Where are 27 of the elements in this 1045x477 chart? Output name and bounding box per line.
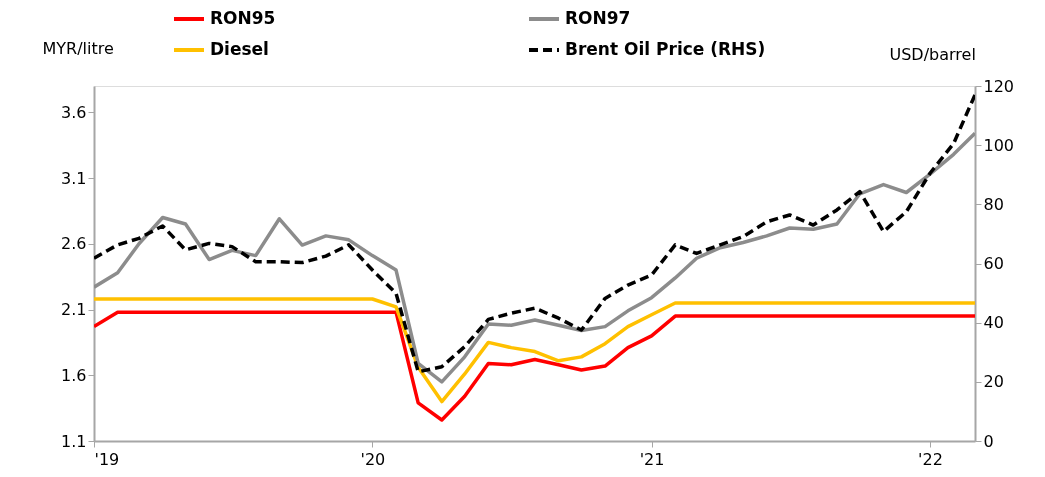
y2-tick-label: 100 <box>983 135 1015 155</box>
y-axis-title: MYR/litre <box>42 38 114 58</box>
y-tick-label: 1.1 <box>61 431 87 451</box>
line-series <box>94 310 975 422</box>
y2-tick-label: 80 <box>983 194 1004 214</box>
x-tick-label: '21 <box>639 449 665 469</box>
y2-tick-label: 40 <box>983 313 1004 333</box>
legend-label: RON95 <box>210 8 276 28</box>
y-tick-label: 3.6 <box>61 102 87 122</box>
y2-tick-label: 20 <box>983 372 1004 392</box>
y2-tick-label: 0 <box>983 431 994 451</box>
y-tick-label: 3.1 <box>61 168 87 188</box>
x-tick-label: '22 <box>918 449 943 469</box>
legend-label: Diesel <box>210 39 269 59</box>
y2-tick-label: 60 <box>983 254 1004 273</box>
x-tick-label: '19 <box>94 449 120 469</box>
line-series <box>94 131 975 384</box>
y2-axis-title: USD/barrel <box>889 44 976 64</box>
line-series <box>94 297 975 404</box>
y-tick-label: 2.6 <box>61 234 87 254</box>
line-series <box>94 93 975 374</box>
y2-tick-label: 120 <box>983 76 1015 96</box>
legend-label: Brent Oil Price (RHS) <box>565 39 766 59</box>
y-tick-label: 1.6 <box>61 365 87 385</box>
y-tick-label: 2.1 <box>61 300 87 320</box>
x-tick-label: '20 <box>360 449 386 469</box>
legend-label: RON97 <box>565 8 631 28</box>
